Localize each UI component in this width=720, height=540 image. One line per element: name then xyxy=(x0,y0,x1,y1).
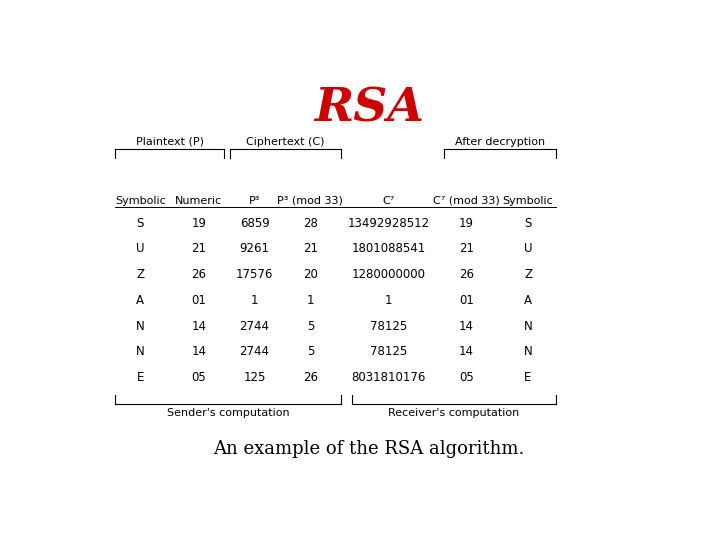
Text: C⁷ (mod 33): C⁷ (mod 33) xyxy=(433,196,500,206)
Text: 1: 1 xyxy=(307,294,314,307)
Text: 19: 19 xyxy=(459,217,474,230)
Text: 05: 05 xyxy=(459,371,474,384)
Text: P³ (mod 33): P³ (mod 33) xyxy=(277,196,343,206)
Text: An example of the RSA algorithm.: An example of the RSA algorithm. xyxy=(213,440,525,458)
Text: 26: 26 xyxy=(192,268,207,281)
Text: Plaintext (P): Plaintext (P) xyxy=(135,137,204,147)
Text: 5: 5 xyxy=(307,320,314,333)
Text: A: A xyxy=(524,294,532,307)
Text: U: U xyxy=(136,242,145,255)
Text: 6859: 6859 xyxy=(240,217,269,230)
Text: 26: 26 xyxy=(303,371,318,384)
Text: 1801088541: 1801088541 xyxy=(351,242,426,255)
Text: E: E xyxy=(137,371,144,384)
Text: Receiver's computation: Receiver's computation xyxy=(389,408,520,418)
Text: 78125: 78125 xyxy=(370,346,407,359)
Text: 78125: 78125 xyxy=(370,320,407,333)
Text: 125: 125 xyxy=(243,371,266,384)
Text: Sender's computation: Sender's computation xyxy=(167,408,289,418)
Text: E: E xyxy=(524,371,531,384)
Text: 21: 21 xyxy=(192,242,207,255)
Text: 5: 5 xyxy=(307,346,314,359)
Text: Z: Z xyxy=(524,268,532,281)
Text: 17576: 17576 xyxy=(236,268,274,281)
Text: 26: 26 xyxy=(459,268,474,281)
Text: 2744: 2744 xyxy=(240,346,269,359)
Text: Numeric: Numeric xyxy=(175,196,222,206)
Text: 21: 21 xyxy=(303,242,318,255)
Text: N: N xyxy=(523,320,532,333)
Text: 1: 1 xyxy=(384,294,392,307)
Text: 14: 14 xyxy=(459,346,474,359)
Text: RSA: RSA xyxy=(314,85,424,132)
Text: 05: 05 xyxy=(192,371,206,384)
Text: Ciphertext (C): Ciphertext (C) xyxy=(246,137,325,147)
Text: 9261: 9261 xyxy=(240,242,269,255)
Text: 1280000000: 1280000000 xyxy=(351,268,426,281)
Text: After decryption: After decryption xyxy=(455,137,545,147)
Text: 13492928512: 13492928512 xyxy=(348,217,430,230)
Text: A: A xyxy=(136,294,144,307)
Text: S: S xyxy=(137,217,144,230)
Text: U: U xyxy=(523,242,532,255)
Text: 2744: 2744 xyxy=(240,320,269,333)
Text: P³: P³ xyxy=(249,196,261,206)
Text: 28: 28 xyxy=(303,217,318,230)
Text: 8031810176: 8031810176 xyxy=(351,371,426,384)
Text: 14: 14 xyxy=(192,320,207,333)
Text: N: N xyxy=(523,346,532,359)
Text: Symbolic: Symbolic xyxy=(115,196,166,206)
Text: Symbolic: Symbolic xyxy=(503,196,554,206)
Text: 19: 19 xyxy=(192,217,207,230)
Text: 20: 20 xyxy=(303,268,318,281)
Text: N: N xyxy=(136,346,145,359)
Text: C⁷: C⁷ xyxy=(382,196,395,206)
Text: 21: 21 xyxy=(459,242,474,255)
Text: 01: 01 xyxy=(459,294,474,307)
Text: 1: 1 xyxy=(251,294,258,307)
Text: 14: 14 xyxy=(192,346,207,359)
Text: Z: Z xyxy=(136,268,144,281)
Text: 01: 01 xyxy=(192,294,206,307)
Text: 14: 14 xyxy=(459,320,474,333)
Text: S: S xyxy=(524,217,531,230)
Text: N: N xyxy=(136,320,145,333)
